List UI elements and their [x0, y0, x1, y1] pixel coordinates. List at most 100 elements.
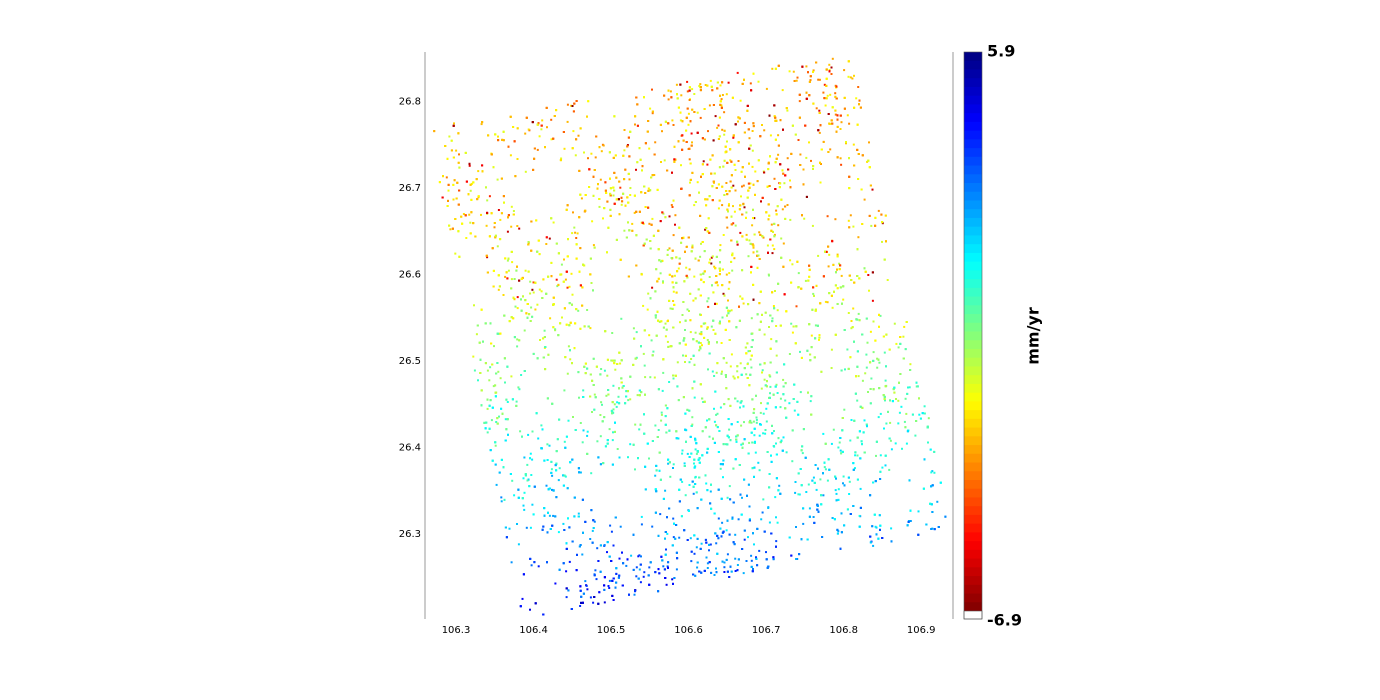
dot — [567, 589, 570, 592]
dot — [818, 334, 821, 337]
dot — [782, 436, 785, 439]
dot — [537, 565, 540, 568]
dot — [744, 346, 747, 349]
dot — [636, 161, 639, 164]
dot — [537, 437, 540, 440]
dot — [522, 504, 525, 507]
dot — [712, 104, 715, 106]
dot — [797, 413, 800, 416]
dot — [840, 163, 843, 166]
dot — [765, 551, 767, 554]
dot — [693, 462, 695, 465]
dot — [680, 94, 683, 97]
dot — [557, 531, 560, 534]
dot — [654, 488, 657, 491]
dot — [721, 316, 724, 319]
dot — [750, 271, 752, 274]
dot — [665, 583, 668, 586]
dot — [726, 140, 728, 143]
dot — [555, 278, 558, 281]
dot — [516, 307, 519, 310]
dot — [667, 462, 670, 465]
dot — [586, 115, 588, 118]
dot — [743, 367, 746, 370]
dot — [857, 312, 860, 315]
dot — [465, 237, 468, 239]
dot — [686, 276, 689, 279]
dot — [656, 188, 659, 191]
dot — [532, 281, 535, 284]
dot — [737, 116, 740, 119]
dot — [763, 378, 766, 381]
dot — [827, 245, 830, 248]
dot — [703, 108, 706, 110]
dot — [627, 201, 630, 204]
dot — [779, 441, 782, 444]
dot — [768, 326, 770, 328]
dot — [769, 396, 771, 399]
dot — [592, 175, 595, 178]
dot — [510, 287, 513, 290]
dot — [752, 125, 755, 128]
dot — [646, 308, 649, 311]
dot — [447, 199, 449, 202]
dot — [592, 244, 595, 247]
dot — [581, 286, 584, 289]
dot — [595, 578, 598, 581]
dot — [507, 257, 510, 260]
dot — [719, 244, 722, 247]
dot — [559, 159, 562, 162]
dot — [490, 419, 493, 422]
dot — [820, 148, 823, 151]
dot — [680, 515, 683, 518]
dot — [546, 459, 549, 461]
dot — [520, 374, 523, 376]
dot — [743, 478, 746, 481]
dot — [759, 363, 762, 366]
dot — [494, 441, 497, 444]
dot — [567, 345, 570, 348]
dot — [648, 583, 651, 586]
dot — [617, 395, 620, 398]
dot — [481, 170, 484, 173]
dot — [706, 163, 709, 166]
dot — [606, 374, 609, 377]
dot — [721, 284, 724, 287]
dot — [820, 163, 822, 165]
dot — [755, 416, 758, 419]
dot — [878, 361, 881, 364]
dot — [692, 354, 695, 357]
dot — [703, 250, 706, 253]
dot — [805, 195, 808, 198]
dot — [815, 107, 818, 110]
dot — [614, 430, 616, 433]
dot — [830, 294, 833, 297]
dot — [731, 254, 734, 257]
dot — [730, 570, 733, 573]
dot — [565, 596, 568, 599]
dot — [671, 544, 674, 547]
dot — [643, 364, 646, 367]
dot — [611, 439, 614, 442]
dot — [545, 243, 548, 245]
dot — [702, 160, 705, 163]
dot — [634, 357, 637, 360]
dot — [795, 305, 798, 308]
dot — [608, 555, 611, 558]
dot — [562, 562, 565, 565]
dot — [484, 427, 487, 430]
dot — [775, 540, 778, 543]
dot — [526, 479, 529, 482]
dot — [516, 345, 519, 348]
dot — [724, 151, 727, 154]
dot — [755, 556, 757, 559]
dot — [775, 325, 778, 327]
dot — [612, 156, 615, 159]
dot — [623, 129, 626, 131]
dot — [870, 224, 873, 227]
dot — [842, 285, 845, 288]
dot — [634, 115, 637, 118]
dot — [614, 516, 617, 519]
dot — [829, 93, 832, 96]
dot — [809, 400, 812, 403]
